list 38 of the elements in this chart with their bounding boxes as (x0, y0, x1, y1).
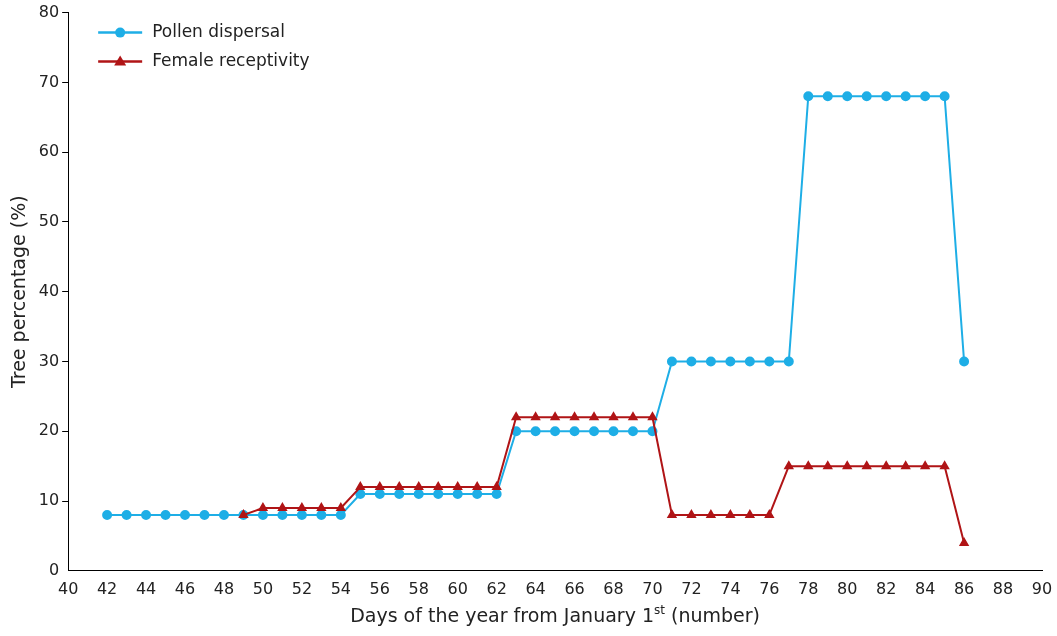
y-tick-label: 20 (38, 420, 60, 440)
x-tick-label: 78 (798, 578, 819, 598)
x-tick-label: 54 (330, 578, 352, 598)
y-tick-label: 10 (38, 490, 60, 510)
x-tick-label: 62 (486, 578, 507, 598)
x-tick-label: 46 (174, 578, 196, 598)
x-tick-label: 74 (720, 578, 741, 598)
x-tick-label: 90 (1031, 578, 1053, 598)
x-tick-label: 42 (96, 578, 118, 598)
x-tick-label: 72 (681, 578, 702, 598)
x-tick-label: 84 (914, 578, 936, 598)
x-tick-label: 56 (369, 578, 390, 598)
x-tick-label: 48 (213, 578, 235, 598)
x-tick-label: 52 (291, 578, 313, 598)
y-tick-label: 50 (38, 211, 60, 231)
legend-label: Female receptivity (152, 50, 310, 71)
y-tick-label: 40 (38, 280, 60, 300)
y-tick-label: 80 (38, 1, 60, 21)
x-tick-label: 76 (759, 578, 780, 598)
x-tick-label: 60 (447, 578, 468, 598)
x-tick-label: 40 (57, 578, 79, 598)
x-tick-label: 50 (252, 578, 274, 598)
x-tick-label: 70 (642, 578, 663, 598)
x-tick-label: 58 (408, 578, 429, 598)
x-tick-label: 86 (953, 578, 975, 598)
x-tick-label: 88 (992, 578, 1014, 598)
x-tick-label: 64 (525, 578, 546, 598)
y-tick-label: 30 (38, 350, 60, 370)
x-tick-label: 82 (876, 578, 897, 598)
y-tick-label: 60 (38, 141, 60, 161)
x-tick-label: 68 (603, 578, 624, 598)
x-tick-label: 44 (135, 578, 157, 598)
x-tick-label: 80 (837, 578, 858, 598)
y-axis-title: Tree percentage (%) (7, 195, 30, 390)
y-tick-label: 0 (48, 559, 60, 579)
x-tick-label: 66 (564, 578, 585, 598)
legend-label: Pollen dispersal (152, 21, 285, 42)
y-tick-label: 70 (38, 71, 60, 91)
